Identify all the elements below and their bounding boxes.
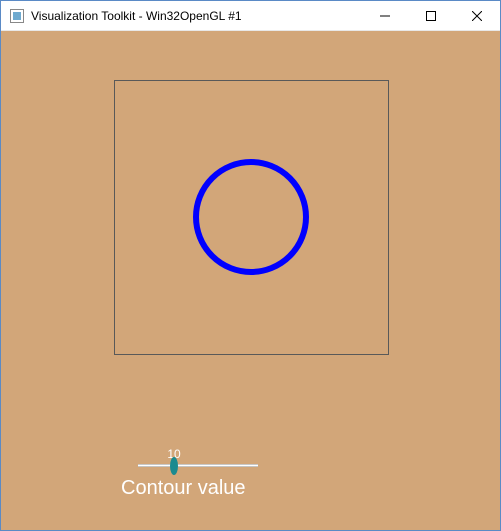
app-window: Visualization Toolkit - Win32OpenGL #1 1… <box>0 0 501 531</box>
vtk-app-icon <box>9 8 25 24</box>
contour-circle <box>193 159 309 275</box>
maximize-icon <box>426 11 436 21</box>
slider-handle[interactable] <box>170 457 178 475</box>
close-button[interactable] <box>454 1 500 30</box>
client-area: 10 Contour value <box>1 31 500 530</box>
window-title: Visualization Toolkit - Win32OpenGL #1 <box>31 9 362 23</box>
maximize-button[interactable] <box>408 1 454 30</box>
minimize-icon <box>380 11 390 21</box>
slider-track[interactable] <box>138 465 258 467</box>
window-controls <box>362 1 500 30</box>
render-viewport[interactable]: 10 Contour value <box>1 31 500 530</box>
slider-title: Contour value <box>121 477 246 500</box>
minimize-button[interactable] <box>362 1 408 30</box>
titlebar[interactable]: Visualization Toolkit - Win32OpenGL #1 <box>1 1 500 31</box>
close-icon <box>472 11 482 21</box>
